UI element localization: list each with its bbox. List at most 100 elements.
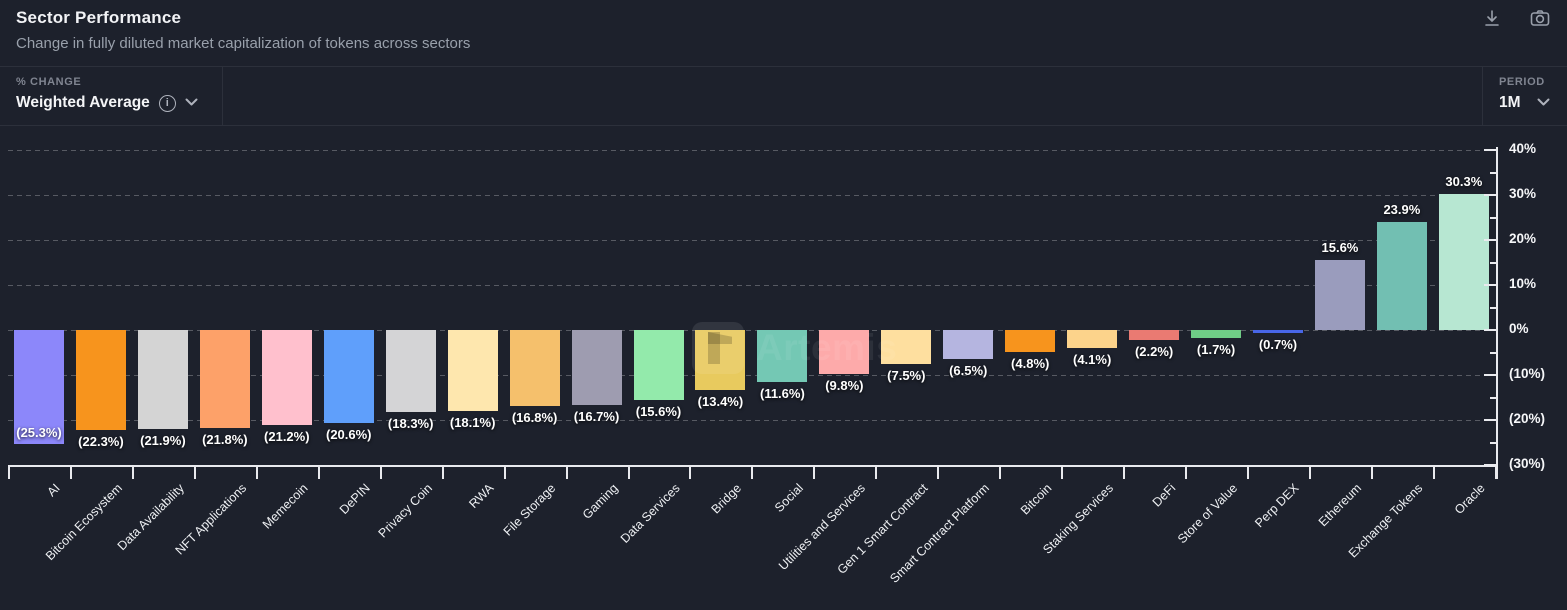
x-axis-tick [689,467,692,479]
download-button[interactable] [1479,6,1505,32]
bar[interactable] [385,330,436,413]
bar-value-label: (21.2%) [264,429,310,445]
metric-value: Weighted Average [16,94,150,111]
y-axis-minor-tick [1490,351,1496,354]
x-axis-category-label: DeFi [1149,481,1179,510]
bar-value-label: (16.7%) [573,409,620,425]
bar[interactable] [261,330,312,426]
x-axis-tick [1308,467,1311,479]
bar-value-label: (6.5%) [949,363,988,379]
bar[interactable] [323,330,374,423]
bar[interactable] [14,330,64,444]
bar[interactable] [757,330,808,383]
period-value: 1M [1499,94,1521,111]
bar[interactable] [633,330,684,401]
metric-dropdown[interactable]: Weighted Average i [16,94,206,112]
x-axis-tick [627,467,630,479]
bar-value-label: (11.6%) [759,386,805,402]
x-axis-category-label: Oracle [1451,481,1488,517]
gridline [8,240,1497,241]
y-axis-line [1496,147,1498,479]
gridline [8,195,1497,196]
bar-value-label: (20.6%) [325,426,372,442]
bar-value-label: (2.2%) [1134,343,1174,359]
period-section: PERIOD 1M [1482,67,1567,125]
bar[interactable] [75,330,126,431]
gridline [8,420,1497,421]
x-axis-tick [131,467,134,479]
y-axis-tick-label: (20%) [1509,411,1546,426]
bar-value-label: (22.3%) [78,434,124,450]
bar[interactable] [571,330,622,406]
bar[interactable] [695,330,746,391]
x-axis-tick [813,467,816,479]
bar[interactable] [943,330,994,360]
screenshot-button[interactable] [1527,6,1553,32]
x-axis-category-label: Ethereum [1315,481,1364,530]
x-axis-category-label: Social [772,481,807,515]
x-axis-tick [751,467,754,479]
bar[interactable] [1005,330,1056,352]
x-axis-tick [1494,467,1497,479]
y-axis-tick-label: 20% [1509,231,1537,246]
y-axis-major-tick [1484,464,1496,466]
bar[interactable] [1376,222,1427,330]
y-axis-major-tick [1484,419,1496,421]
x-axis-tick [193,467,196,479]
camera-icon [1529,7,1551,32]
x-axis-tick [317,467,320,479]
x-axis-category-label: Bitcoin [1017,481,1055,518]
bar[interactable] [881,330,932,364]
x-axis-category-label: Privacy Coin [375,481,435,541]
bar-value-label: 23.9% [1383,202,1421,218]
x-axis-tick [999,467,1002,479]
header-actions [1479,6,1553,32]
bar[interactable] [1191,330,1242,338]
bar-value-label: (16.8%) [511,409,558,425]
x-axis-category-label: Data Services [617,481,683,546]
bar[interactable] [447,330,498,412]
bar[interactable] [509,330,560,406]
metric-label: % CHANGE [16,76,82,88]
period-dropdown[interactable]: 1M [1499,94,1551,112]
y-axis-major-tick [1484,239,1496,241]
y-axis-major-tick [1484,374,1496,376]
x-axis-category-label: RWA [466,481,497,512]
bar-value-label: (13.4%) [697,394,744,410]
page-subtitle: Change in fully diluted market capitaliz… [16,35,471,52]
x-axis-tick [441,467,444,479]
bar[interactable] [199,330,250,429]
x-axis-tick [565,467,568,479]
y-axis-major-tick [1484,149,1496,151]
page-title: Sector Performance [16,8,182,27]
y-axis-minor-tick [1490,261,1496,264]
bar-value-label: 30.3% [1445,173,1483,189]
bar[interactable] [137,330,188,429]
y-axis-minor-tick [1490,306,1496,309]
x-axis-category-label: Perp DEX [1252,481,1302,531]
bar-value-label: (18.1%) [449,415,496,431]
bar-value-label: (25.3%) [16,424,62,440]
y-axis-tick-label: 30% [1509,186,1537,201]
chart-toolbar: % CHANGE Weighted Average i PERIOD 1M [0,66,1567,126]
bar[interactable] [1253,330,1303,334]
gridline [8,375,1497,376]
x-axis-tick [1432,467,1435,479]
x-axis-tick [1370,467,1373,479]
y-axis-minor-tick [1490,171,1496,174]
bar[interactable] [819,330,870,375]
x-axis-category-label: Store of Value [1174,481,1240,547]
bar[interactable] [1067,330,1118,349]
info-icon[interactable]: i [158,94,176,112]
bar[interactable] [1314,259,1365,330]
x-axis-category-label: Memecoin [260,481,311,532]
bar[interactable] [1438,193,1489,330]
chevron-down-icon [185,94,198,112]
x-axis-tick [379,467,382,479]
x-axis-tick [875,467,878,479]
y-axis-tick-label: 0% [1509,321,1529,336]
x-axis-tick [69,467,72,479]
x-axis-category-label: DePIN [336,481,373,517]
bar[interactable] [1129,330,1180,340]
x-axis-category-label: AI [44,481,63,500]
